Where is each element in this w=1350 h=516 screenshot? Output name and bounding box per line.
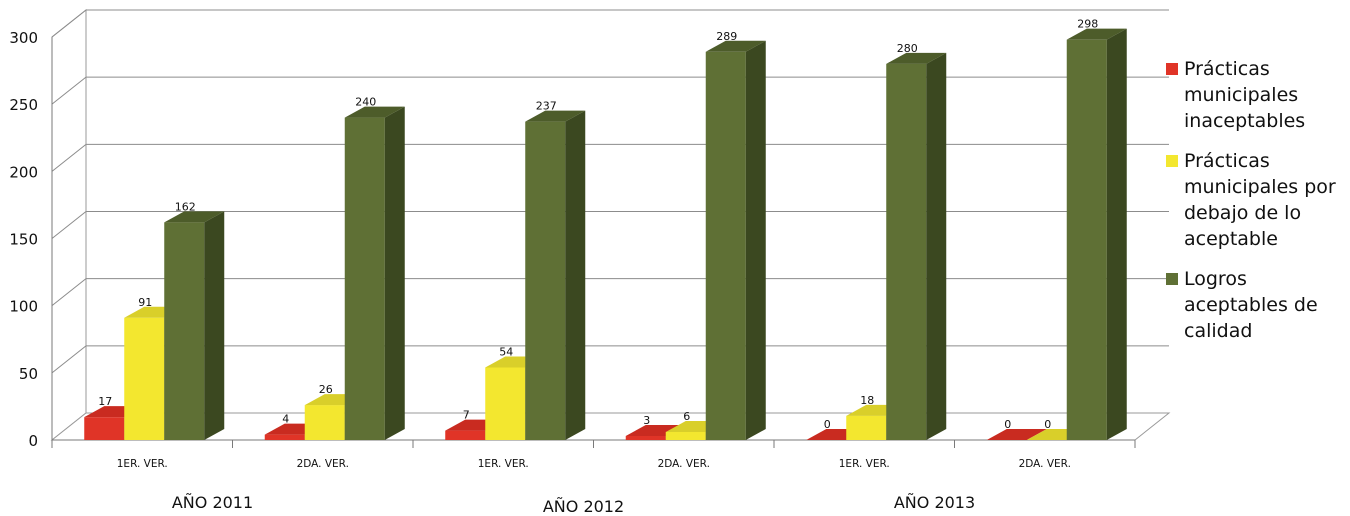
y-tick-label: 200 [9,163,38,181]
bars [84,28,1127,440]
y-tick-label: 50 [19,365,38,383]
gridline [51,76,1169,105]
x-tick-label: 2DA. VER. [1019,458,1071,470]
bar [1066,28,1127,440]
data-label: 0 [824,418,831,431]
data-label: 54 [499,345,513,358]
data-label: 91 [138,296,152,309]
data-label: 162 [175,200,196,213]
group-label: AÑO 2013 [894,493,975,512]
legend: Prácticas municipales inaceptables Prácti… [1166,56,1341,358]
x-tick-label: 2DA. VER. [297,458,349,470]
data-label: 0 [1004,418,1011,431]
data-label: 4 [282,413,289,426]
bar [164,211,225,440]
data-label: 17 [98,395,112,408]
legend-swatch [1166,155,1178,167]
data-label: 289 [716,30,737,43]
data-label: 7 [463,409,470,422]
grid-lines [51,9,1169,374]
data-labels: 17 91 162 4 26 240 7 54 237 3 6 289 0 18 280 0 0 298 [98,18,1098,431]
group-label: AÑO 2011 [172,493,253,512]
x-axis: 1ER. VER. 2DA. VER. 1ER. VER. 2DA. VER. 1ER.… [51,439,1136,516]
legend-label: Logros aceptables de calidad [1184,268,1318,342]
bar [525,110,586,440]
gridline [51,278,1169,307]
gridline [51,211,1169,239]
data-label: 0 [1044,418,1051,431]
x-tick-label: 1ER. VER. [478,458,529,470]
data-label: 240 [355,96,376,109]
data-label: 26 [319,383,333,396]
gridline [51,9,1169,38]
data-label: 3 [643,414,650,427]
y-tick-label: 0 [28,432,38,450]
x-tick-label: 2DA. VER. [658,458,710,470]
y-tick-label: 300 [9,29,38,47]
gridline [51,345,1169,374]
data-label: 280 [897,42,918,55]
y-tick-label: 150 [9,231,38,249]
y-axis: 0 50 100 150 200 250 300 [9,29,53,450]
data-label: 6 [683,410,690,423]
data-label: 237 [536,100,557,113]
bar [344,106,405,440]
gridline [51,143,1169,172]
y-tick-label: 250 [9,96,38,114]
legend-item: Prácticas municipales por debajo de lo a… [1166,148,1341,252]
legend-swatch [1166,273,1178,285]
x-tick-label: 1ER. VER. [839,458,890,470]
y-tick-label: 100 [9,298,38,316]
legend-item: Prácticas municipales inaceptables [1166,56,1341,134]
x-tick-label: 1ER. VER. [117,458,168,470]
data-label: 18 [860,394,874,407]
legend-swatch [1166,63,1178,75]
data-label: 298 [1077,18,1098,31]
bar [886,52,947,440]
bar [705,40,766,440]
legend-item: Logros aceptables de calidad [1166,266,1341,344]
legend-label: Prácticas municipales por debajo de lo a… [1184,150,1336,250]
legend-label: Prácticas municipales inaceptables [1184,58,1306,132]
group-label: AÑO 2012 [543,497,624,516]
